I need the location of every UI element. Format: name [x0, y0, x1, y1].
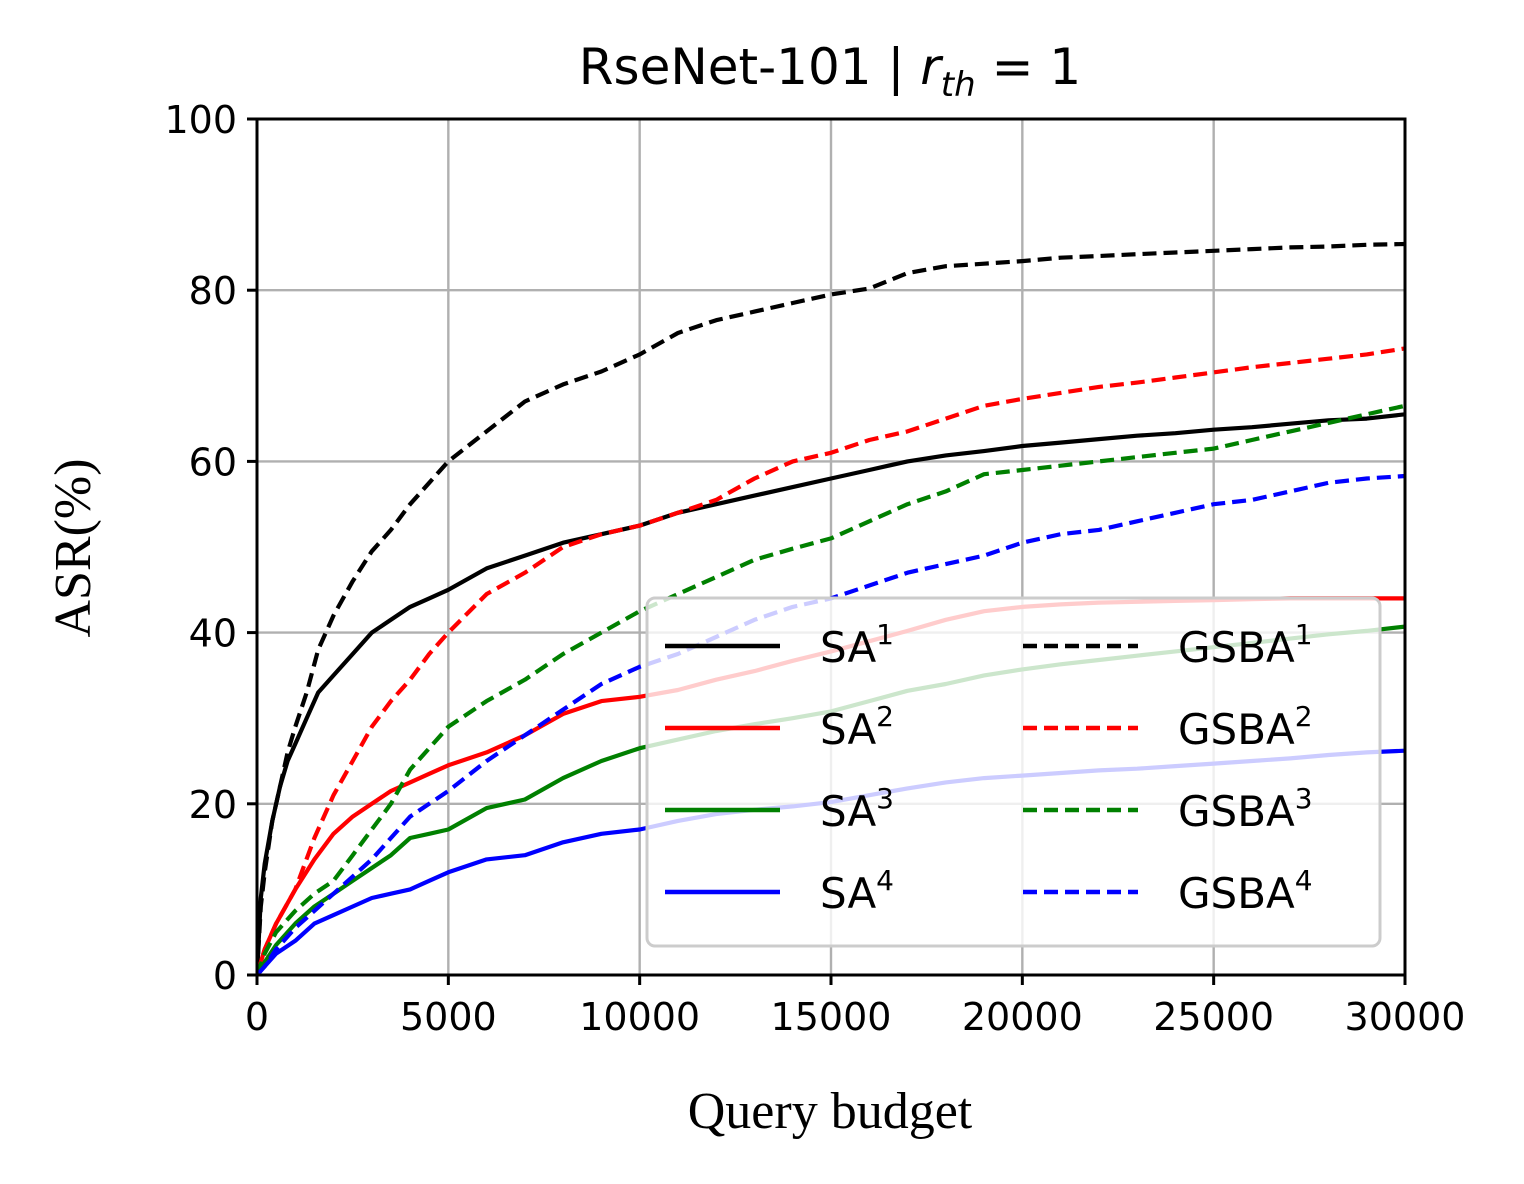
legend-label-superscript: 3: [876, 782, 894, 815]
legend-label-superscript: 2: [876, 700, 894, 733]
legend-label-name: GSBA: [1178, 623, 1295, 672]
legend-label: GSBA4: [1178, 864, 1313, 918]
y-tick-label: 20: [189, 783, 237, 827]
series-line-gsba-2: [257, 346, 1405, 975]
x-tick-label: 25000: [1153, 995, 1274, 1039]
legend-label: GSBA1: [1178, 618, 1313, 672]
y-tick-label: 40: [189, 612, 237, 656]
x-tick-label: 30000: [1345, 995, 1466, 1039]
series-line-gsba-1: [257, 241, 1405, 975]
legend-label: SA2: [820, 700, 894, 754]
legend-label-superscript: 4: [1295, 864, 1313, 897]
legend-label: SA4: [820, 864, 894, 918]
y-tick-label: 60: [189, 440, 237, 484]
legend-label-name: SA: [820, 705, 876, 754]
y-axis-label: ASR(%): [45, 458, 102, 637]
legend-label: GSBA3: [1178, 782, 1313, 836]
chart-title-subscript: th: [941, 65, 976, 105]
x-tick-label: 0: [245, 995, 269, 1039]
x-tick-label: 15000: [771, 995, 892, 1039]
legend-label-superscript: 1: [876, 618, 894, 651]
chart-title-prefix: RseNet-101 |: [579, 38, 920, 96]
x-tick-label: 5000: [400, 995, 497, 1039]
legend-label-superscript: 2: [1295, 700, 1313, 733]
chart-title-suffix: = 1: [976, 38, 1082, 96]
legend-box: [645, 596, 1382, 948]
y-tick-label: 0: [213, 954, 237, 998]
chart-title-variable: r: [920, 38, 944, 96]
legend-label-name: GSBA: [1178, 869, 1295, 918]
y-tick-label: 100: [164, 98, 237, 142]
legend-label-superscript: 4: [876, 864, 894, 897]
x-tick-label: 10000: [579, 995, 700, 1039]
x-axis-ticks: 0 5000 10000 15000 20000 25000 30000: [245, 975, 1466, 1039]
legend-label: GSBA2: [1178, 700, 1313, 754]
legend-label: SA1: [820, 618, 894, 672]
series-line-gsba-3: [257, 403, 1405, 975]
legend-label-name: SA: [820, 623, 876, 672]
legend-label-name: GSBA: [1178, 705, 1295, 754]
legend-label-superscript: 1: [1295, 618, 1313, 651]
legend-label-superscript: 3: [1295, 782, 1313, 815]
chart-title: RseNet-101 | rth = 1: [579, 38, 1081, 105]
legend-label-name: GSBA: [1178, 787, 1295, 836]
x-tick-label: 20000: [962, 995, 1083, 1039]
legend-label-name: SA: [820, 869, 876, 918]
legend-label-name: SA: [820, 787, 876, 836]
legend-label: SA3: [820, 782, 894, 836]
y-axis-ticks: 0 20 40 60 80 100: [164, 98, 257, 998]
x-axis-label: Query budget: [688, 1083, 973, 1140]
y-tick-label: 80: [189, 269, 237, 313]
